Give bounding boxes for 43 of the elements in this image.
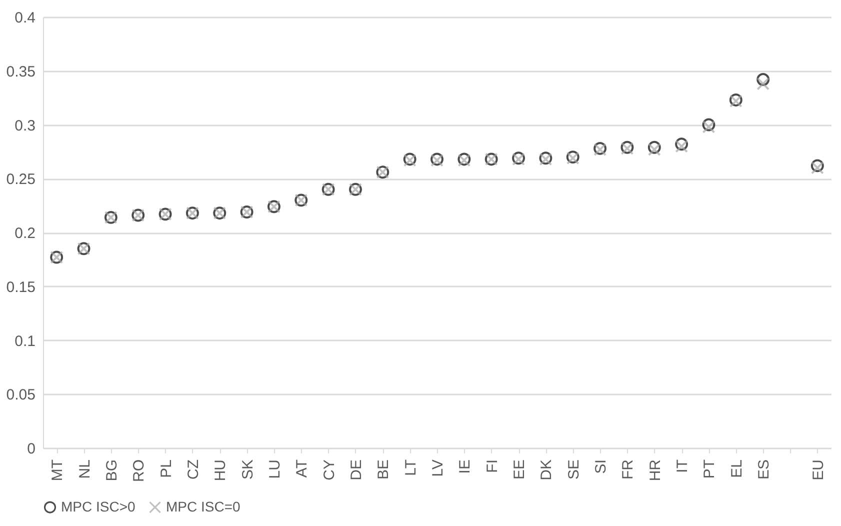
x-tick-label: DK [538,460,556,480]
x-tick-label: SE [565,460,582,480]
x-tick-label: PL [158,460,175,478]
y-tick-label: 0.1 [14,332,36,350]
x-tick-label: IE [456,460,474,474]
x-tick-label: LU [266,460,284,479]
x-tick-label: NL [76,460,94,479]
y-tick-label: 0.3 [14,117,36,134]
legend-label: MPC ISC>0 [61,498,136,514]
x-tick-label: EL [728,460,746,478]
y-tick-label: 0.35 [6,63,36,80]
x-tick-label: BE [375,460,392,480]
x-tick-label: MT [49,460,66,482]
x-tick-label: EE [511,460,528,480]
y-tick-label: 0.25 [6,171,36,188]
x-tick-label: SK [239,460,256,480]
x-tick-label: EU [810,460,827,480]
x-tick-label: RO [130,460,148,482]
x-tick-label: LT [402,460,420,476]
point [756,73,770,86]
x-tick-label: CZ [184,460,202,480]
point [756,77,770,90]
x-tick-label: HU [212,460,230,482]
y-tick-label: 0.4 [14,10,36,26]
x-tick-label: BG [103,460,120,482]
point [648,143,661,156]
x-tick-label: HR [646,459,664,482]
y-tick-label: 0 [27,440,36,458]
x-tick-label: IT [674,460,692,473]
legend-label: MPC ISC=0 [166,498,241,514]
x-tick-label: SI [592,460,610,474]
y-tick-label: 0.2 [14,225,36,242]
x-tick-label: PT [701,460,718,479]
x-tick-label: AT [294,460,311,478]
point [648,140,661,154]
y-tick-label: 0.15 [6,278,36,296]
x-tick-label: LV [430,460,446,477]
x-tick-label: FI [484,460,501,473]
y-tick-label: 0.05 [6,386,36,404]
x-tick-label: DE [348,460,365,480]
x-tick-label: FR [620,459,637,480]
x-tick-label: CY [320,460,338,480]
x-tick-label: ES [756,460,773,480]
